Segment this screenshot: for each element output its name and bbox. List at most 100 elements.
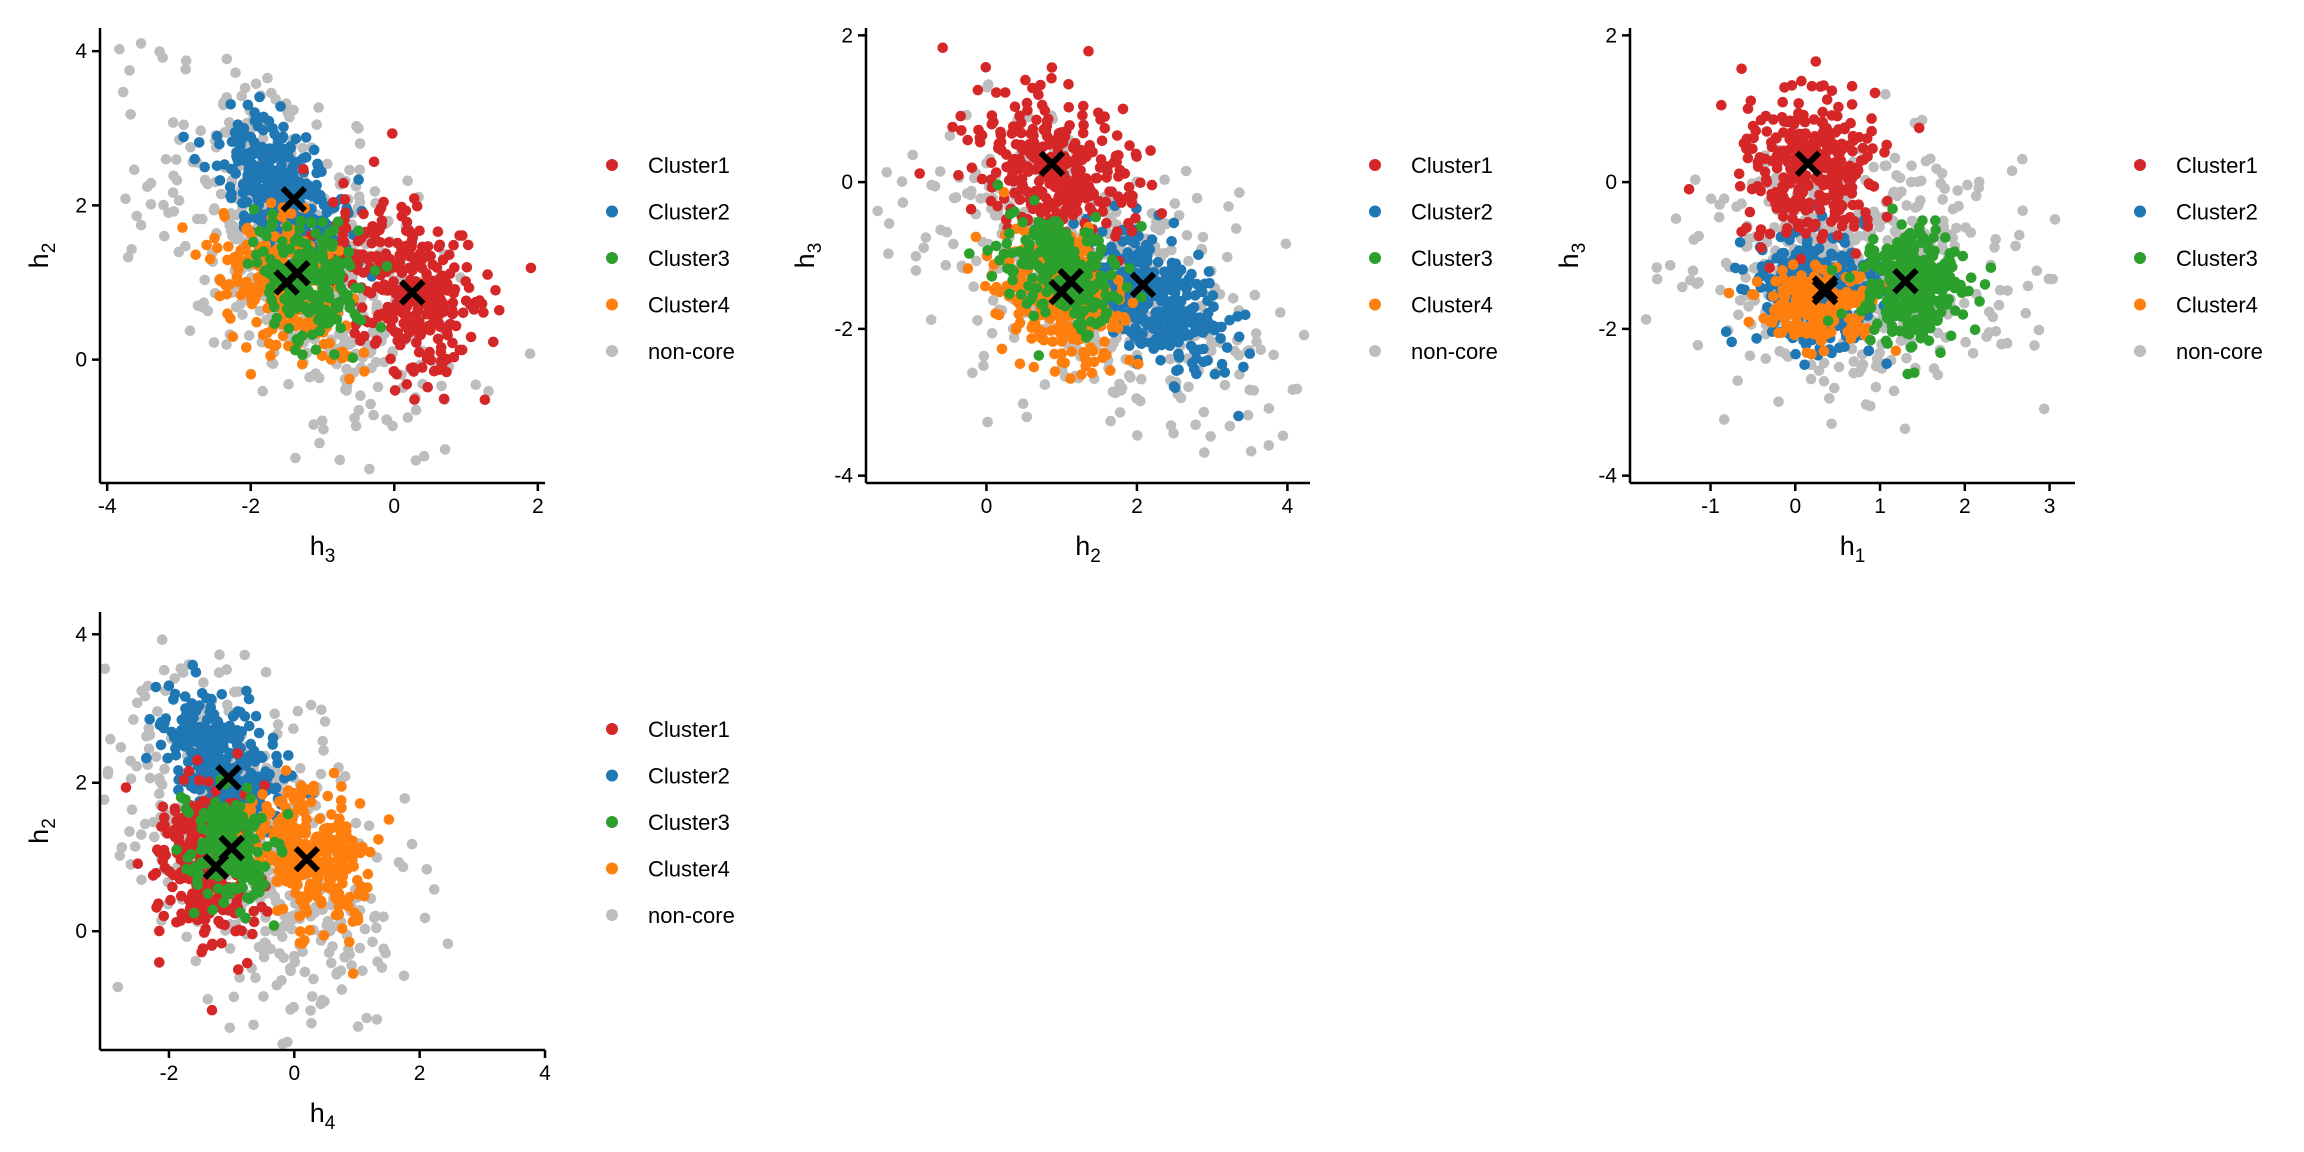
point-cluster3 [1027, 272, 1038, 284]
point-cluster1 [388, 366, 400, 377]
point-cluster1 [1771, 163, 1783, 174]
point-non-core [1962, 179, 1973, 191]
point-non-core [1039, 379, 1051, 390]
point-cluster3 [353, 225, 364, 236]
point-cluster4 [344, 373, 355, 385]
point-non-core [1651, 273, 1663, 285]
point-cluster4 [209, 232, 220, 244]
y-tick-label: 2 [75, 194, 87, 217]
point-cluster1 [394, 339, 406, 351]
point-cluster1 [1111, 151, 1123, 163]
point-cluster1 [1742, 152, 1754, 164]
point-cluster3 [1867, 256, 1878, 268]
point-non-core [948, 238, 959, 250]
legend-label-cluster1: Cluster1 [648, 153, 730, 178]
point-non-core [341, 363, 352, 375]
point-cluster2 [278, 121, 289, 133]
point-non-core [1939, 183, 1951, 194]
point-cluster1 [1122, 191, 1134, 203]
x-tick-label: 2 [1131, 495, 1143, 518]
point-non-core [1166, 244, 1177, 256]
point-non-core [230, 67, 241, 78]
point-non-core [1953, 200, 1964, 212]
point-cluster3 [1029, 224, 1040, 236]
point-cluster3 [344, 297, 356, 309]
point-non-core [1245, 446, 1257, 457]
point-cluster2 [318, 200, 330, 211]
cluster-center-marker [280, 185, 308, 213]
point-non-core [1021, 411, 1033, 423]
point-cluster1 [1766, 141, 1778, 153]
point-cluster1 [1798, 109, 1809, 121]
point-non-core [283, 379, 294, 390]
point-cluster3 [256, 226, 268, 238]
point-cluster3 [355, 314, 367, 326]
point-cluster1 [937, 42, 948, 54]
point-cluster2 [1221, 342, 1233, 353]
point-non-core [1967, 348, 1979, 359]
point-non-core [122, 251, 134, 263]
point-cluster3 [294, 224, 306, 235]
point-cluster2 [1168, 217, 1180, 229]
point-cluster3 [1940, 232, 1951, 243]
point-non-core [1191, 192, 1203, 204]
point-non-core [1888, 186, 1900, 198]
point-cluster1 [488, 336, 499, 348]
point-non-core [1687, 265, 1699, 277]
legend-label-non-core: non-core [1411, 339, 1498, 364]
point-cluster4 [1801, 328, 1812, 339]
cluster-center-marker [273, 269, 300, 296]
y-tick-label: -2 [834, 318, 853, 341]
point-cluster1 [1869, 87, 1881, 99]
point-non-core [368, 409, 379, 421]
point-cluster1 [437, 254, 449, 266]
point-cluster2 [1122, 247, 1134, 258]
point-cluster1 [1112, 191, 1124, 202]
point-cluster1 [449, 284, 461, 295]
point-cluster2 [1175, 264, 1187, 276]
point-cluster1 [457, 230, 468, 241]
point-cluster1 [1776, 148, 1788, 159]
point-cluster4 [1749, 289, 1760, 301]
point-cluster3 [320, 260, 332, 271]
point-non-core [1168, 428, 1179, 439]
point-cluster1 [405, 274, 416, 286]
point-cluster1 [366, 238, 378, 249]
cluster-center-marker [398, 279, 426, 306]
legend-label-cluster2: Cluster2 [1411, 200, 1493, 225]
point-cluster1 [408, 362, 419, 373]
point-cluster3 [1965, 272, 1977, 284]
point-cluster2 [1238, 361, 1249, 373]
point-non-core [250, 78, 262, 90]
point-non-core [131, 210, 143, 222]
point-cluster3 [986, 271, 998, 282]
point-non-core [910, 250, 922, 262]
point-cluster1 [1796, 75, 1807, 87]
point-non-core [163, 207, 174, 218]
point-non-core [2014, 229, 2025, 241]
point-cluster1 [986, 157, 997, 168]
point-cluster4 [251, 316, 262, 328]
point-cluster1 [411, 200, 423, 212]
point-cluster2 [277, 193, 289, 204]
point-cluster3 [1004, 288, 1015, 300]
point-cluster1 [378, 196, 389, 208]
point-non-core [934, 166, 946, 177]
point-cluster4 [1034, 326, 1045, 338]
point-cluster1 [1733, 168, 1745, 180]
point-cluster1 [413, 347, 425, 358]
point-non-core [1298, 329, 1310, 341]
point-cluster4 [970, 231, 982, 243]
point-cluster3 [1940, 281, 1951, 293]
point-non-core [1275, 307, 1286, 318]
x-tick-label: 2 [532, 495, 544, 518]
point-cluster4 [962, 263, 974, 274]
point-non-core [872, 205, 883, 217]
point-non-core [1255, 344, 1267, 356]
point-cluster3 [248, 204, 260, 215]
point-cluster4 [220, 279, 231, 291]
point-cluster1 [976, 129, 988, 141]
point-cluster2 [242, 172, 254, 184]
point-cluster1 [401, 379, 413, 390]
point-non-core [925, 314, 937, 326]
